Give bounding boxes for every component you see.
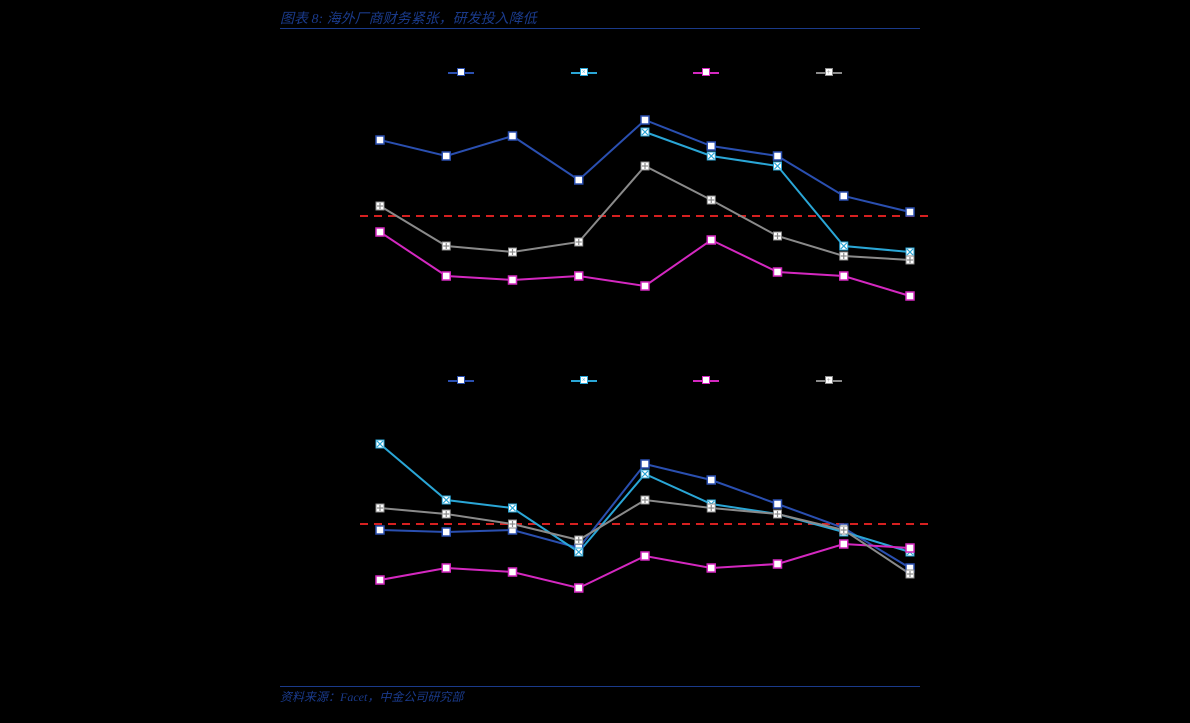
chart-title: 图表 8: 海外厂商财务紧张，研发投入降低 [280, 8, 537, 28]
chart-1-container: ×+ [360, 62, 930, 322]
chart-2-container: ×+ [360, 370, 930, 630]
legend-item-c [693, 62, 719, 84]
legend-item-b: × [571, 62, 597, 84]
chart-2-legend: ×+ [360, 370, 930, 392]
legend-item-a [448, 62, 474, 84]
legend-item-a [448, 370, 474, 392]
source-underline [280, 686, 920, 687]
legend-item-d: + [816, 370, 842, 392]
legend-item-b: × [571, 370, 597, 392]
chart-1-plot [360, 86, 930, 306]
chart-2-plot [360, 394, 930, 614]
legend-item-d: + [816, 62, 842, 84]
source-text: 资料来源：Facet，中金公司研究部 [280, 688, 463, 705]
chart-1-legend: ×+ [360, 62, 930, 84]
title-underline [280, 28, 920, 29]
legend-item-c [693, 370, 719, 392]
